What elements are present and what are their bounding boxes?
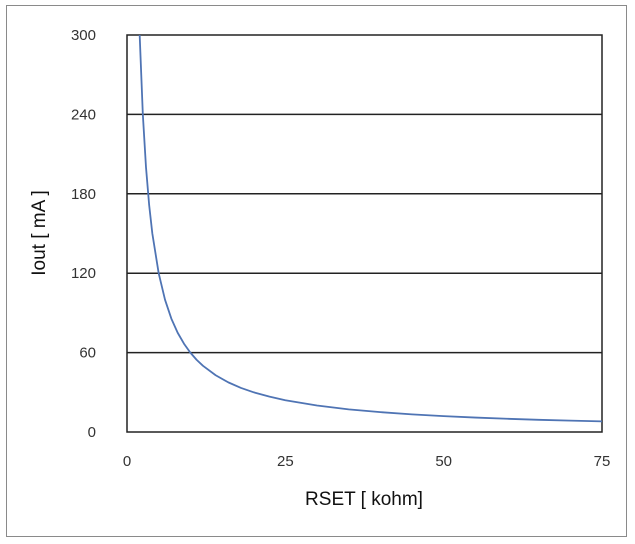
x-tick-label-25: 25 — [277, 453, 294, 470]
x-tick-label-0: 0 — [123, 453, 131, 470]
series-line-0 — [138, 34, 603, 423]
y-tick-label-300: 300 — [71, 27, 96, 44]
y-tick-label-0: 0 — [88, 424, 96, 441]
y-tick-label-240: 240 — [71, 106, 96, 123]
chart-frame — [6, 5, 627, 537]
y-tick-labels: 0 60 120 180 240 300 — [71, 27, 96, 441]
y-tick-label-120: 120 — [71, 265, 96, 282]
curve-layer — [138, 34, 603, 423]
x-tick-labels: 0 25 50 75 — [123, 453, 611, 470]
y-tick-label-60: 60 — [79, 345, 96, 362]
gridlines — [127, 113, 602, 354]
plot-area — [126, 34, 603, 433]
y-tick-label-180: 180 — [71, 186, 96, 203]
x-tick-label-50: 50 — [435, 453, 452, 470]
x-tick-label-75: 75 — [594, 453, 611, 470]
y-axis-label: Iout [ mA ] — [29, 190, 50, 276]
x-axis-label: RSET [ kohm] — [305, 489, 423, 510]
